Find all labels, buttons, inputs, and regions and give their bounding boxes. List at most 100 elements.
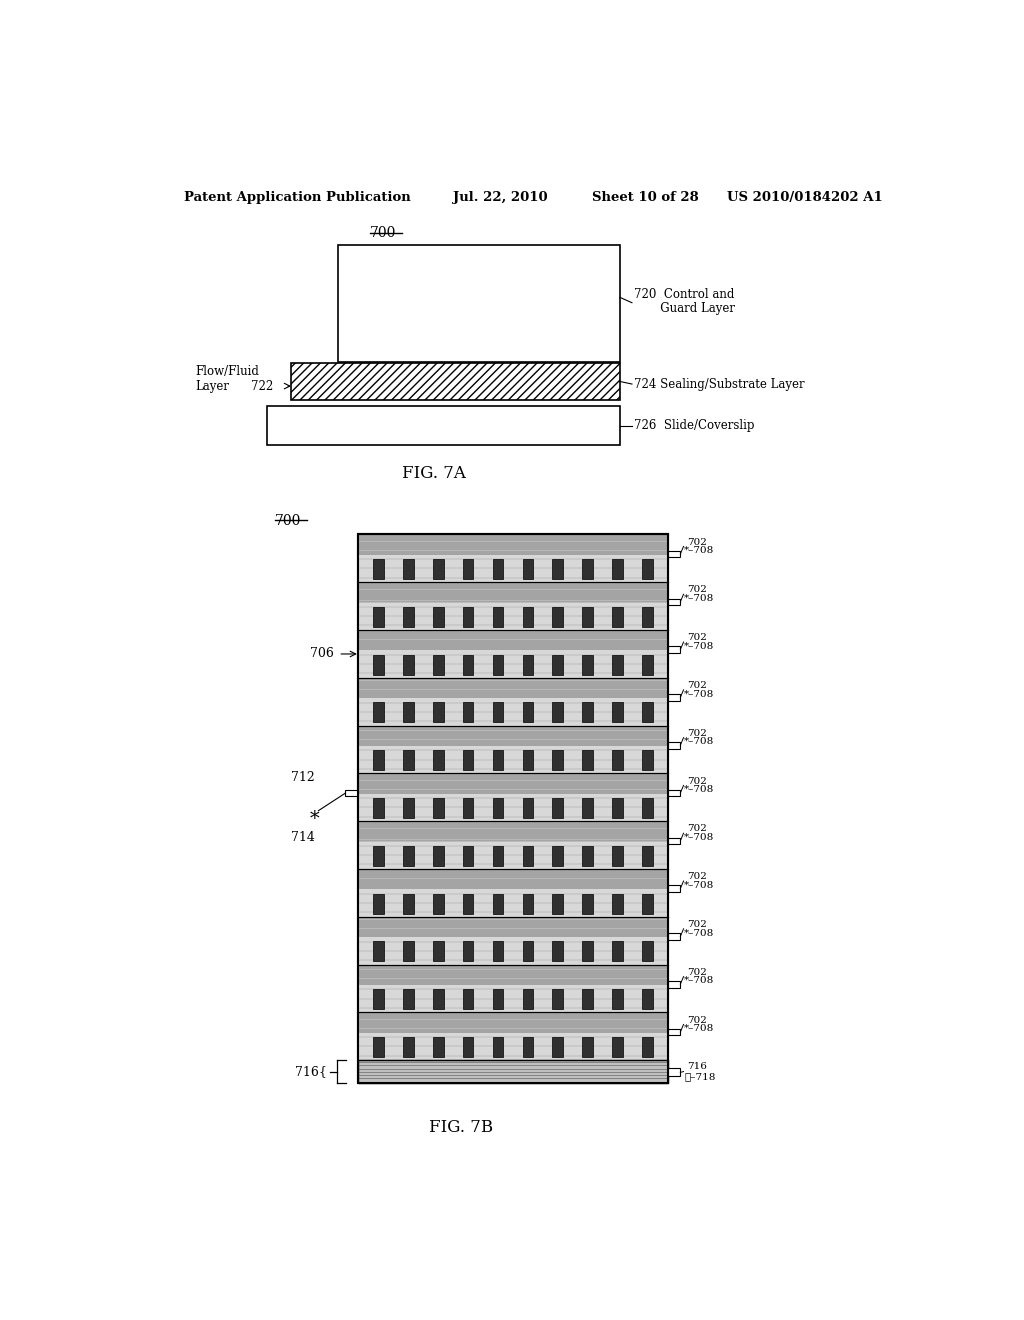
Bar bbox=[612, 799, 623, 818]
Bar bbox=[433, 558, 443, 579]
Text: *–708: *–708 bbox=[684, 642, 715, 651]
Text: 702: 702 bbox=[687, 920, 707, 929]
Bar bbox=[493, 799, 503, 818]
Bar bbox=[403, 941, 414, 961]
Bar bbox=[358, 535, 668, 1084]
Bar bbox=[493, 655, 503, 675]
Bar bbox=[338, 244, 621, 362]
Bar bbox=[522, 846, 534, 866]
Text: 724 Sealing/Substrate Layer: 724 Sealing/Substrate Layer bbox=[634, 378, 805, 391]
Bar bbox=[642, 799, 652, 818]
Text: Flow/Fluid: Flow/Fluid bbox=[196, 366, 259, 379]
Bar bbox=[583, 846, 593, 866]
Bar bbox=[358, 890, 668, 917]
Bar bbox=[522, 989, 534, 1010]
Bar bbox=[493, 846, 503, 866]
Text: ★–718: ★–718 bbox=[684, 1072, 716, 1081]
Bar bbox=[433, 941, 443, 961]
Bar bbox=[522, 607, 534, 627]
Text: 700: 700 bbox=[274, 515, 301, 528]
Bar bbox=[403, 558, 414, 579]
Text: 702: 702 bbox=[687, 825, 707, 833]
Bar bbox=[668, 742, 680, 748]
Text: US 2010/0184202 A1: US 2010/0184202 A1 bbox=[727, 191, 883, 203]
Text: 702: 702 bbox=[687, 873, 707, 882]
Bar bbox=[463, 750, 473, 770]
Text: *–708: *–708 bbox=[684, 785, 715, 795]
Text: 702: 702 bbox=[687, 1015, 707, 1024]
Bar bbox=[552, 1038, 563, 1057]
Bar bbox=[642, 607, 652, 627]
Bar bbox=[463, 558, 473, 579]
Bar bbox=[493, 941, 503, 961]
Bar bbox=[612, 941, 623, 961]
Bar bbox=[463, 607, 473, 627]
Bar bbox=[612, 989, 623, 1010]
Bar bbox=[642, 1038, 652, 1057]
Bar bbox=[583, 558, 593, 579]
Bar bbox=[373, 989, 384, 1010]
Bar bbox=[433, 846, 443, 866]
Bar bbox=[373, 702, 384, 722]
Bar bbox=[358, 582, 668, 602]
Text: 712: 712 bbox=[291, 771, 314, 784]
Bar bbox=[668, 647, 680, 653]
Bar bbox=[358, 678, 668, 698]
Text: Patent Application Publication: Patent Application Publication bbox=[183, 191, 411, 203]
Bar bbox=[358, 726, 668, 746]
Bar bbox=[583, 702, 593, 722]
Bar bbox=[358, 1032, 668, 1060]
Bar bbox=[373, 846, 384, 866]
Bar bbox=[552, 846, 563, 866]
Bar bbox=[463, 1038, 473, 1057]
Text: *–708: *–708 bbox=[684, 689, 715, 698]
Bar bbox=[493, 558, 503, 579]
Bar bbox=[463, 655, 473, 675]
Bar bbox=[433, 702, 443, 722]
Bar bbox=[433, 1038, 443, 1057]
Bar bbox=[522, 655, 534, 675]
Bar bbox=[358, 774, 668, 793]
Bar bbox=[642, 941, 652, 961]
Text: Sheet 10 of 28: Sheet 10 of 28 bbox=[592, 191, 699, 203]
Bar bbox=[358, 630, 668, 651]
Bar bbox=[522, 702, 534, 722]
Bar bbox=[403, 799, 414, 818]
Bar bbox=[373, 558, 384, 579]
Bar bbox=[522, 750, 534, 770]
Bar bbox=[668, 789, 680, 796]
Bar bbox=[583, 655, 593, 675]
Bar bbox=[358, 841, 668, 869]
Bar bbox=[358, 965, 668, 985]
Text: *–708: *–708 bbox=[684, 833, 715, 842]
Text: 716: 716 bbox=[687, 1063, 707, 1072]
Bar bbox=[358, 1012, 668, 1032]
Bar bbox=[463, 799, 473, 818]
Bar bbox=[583, 989, 593, 1010]
Bar bbox=[373, 607, 384, 627]
Bar bbox=[433, 894, 443, 913]
Bar bbox=[358, 698, 668, 726]
Text: 702: 702 bbox=[687, 968, 707, 977]
Text: 702: 702 bbox=[687, 681, 707, 690]
Bar bbox=[522, 894, 534, 913]
Bar bbox=[668, 1028, 680, 1035]
Bar bbox=[433, 750, 443, 770]
Bar bbox=[433, 655, 443, 675]
Bar bbox=[463, 846, 473, 866]
Text: 702: 702 bbox=[687, 729, 707, 738]
Text: 714: 714 bbox=[291, 832, 314, 843]
Bar bbox=[552, 702, 563, 722]
Bar bbox=[291, 363, 621, 400]
Bar bbox=[642, 558, 652, 579]
Text: *–708: *–708 bbox=[684, 546, 715, 556]
Bar bbox=[522, 799, 534, 818]
Bar bbox=[345, 789, 358, 796]
Bar bbox=[612, 846, 623, 866]
Bar bbox=[642, 846, 652, 866]
Bar bbox=[358, 821, 668, 841]
Bar bbox=[612, 655, 623, 675]
Bar bbox=[373, 941, 384, 961]
Bar bbox=[358, 602, 668, 630]
Bar bbox=[612, 702, 623, 722]
